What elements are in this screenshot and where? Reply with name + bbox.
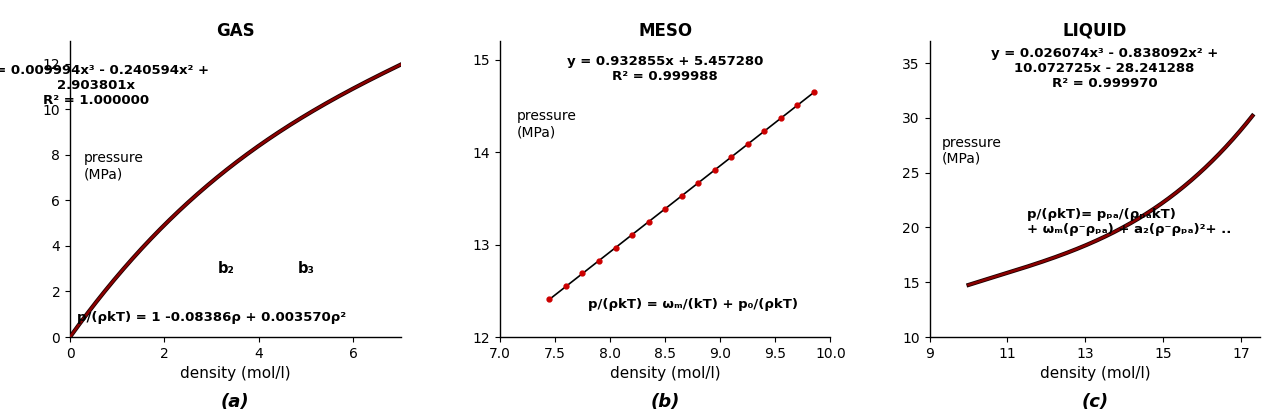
Title: GAS: GAS — [216, 21, 255, 39]
Text: (a): (a) — [222, 393, 250, 411]
Title: MESO: MESO — [638, 21, 693, 39]
X-axis label: density (mol/l): density (mol/l) — [179, 366, 290, 381]
Text: y = 0.932855x + 5.457280
R² = 0.999988: y = 0.932855x + 5.457280 R² = 0.999988 — [566, 55, 764, 83]
Text: b₂: b₂ — [218, 261, 234, 276]
Title: LIQUID: LIQUID — [1063, 21, 1127, 39]
Text: pressure
(MPa): pressure (MPa) — [941, 136, 1001, 166]
Text: p/(ρkT) = 1 -0.08386ρ + 0.003570ρ²: p/(ρkT) = 1 -0.08386ρ + 0.003570ρ² — [78, 311, 346, 324]
Text: y = 0.026074x³ - 0.838092x² +
10.072725x - 28.241288
R² = 0.999970: y = 0.026074x³ - 0.838092x² + 10.072725x… — [992, 46, 1218, 90]
X-axis label: density (mol/l): density (mol/l) — [1040, 366, 1151, 381]
Text: (c): (c) — [1081, 393, 1109, 411]
Text: p/(ρkT) = ωₘ/(kT) + p₀/(ρkT): p/(ρkT) = ωₘ/(kT) + p₀/(ρkT) — [588, 298, 798, 311]
Text: pressure
(MPa): pressure (MPa) — [517, 109, 577, 139]
Text: y = 0.009994x³ - 0.240594x² +
2.903801x
R² = 1.000000: y = 0.009994x³ - 0.240594x² + 2.903801x … — [0, 64, 210, 107]
X-axis label: density (mol/l): density (mol/l) — [610, 366, 721, 381]
Text: b₃: b₃ — [298, 261, 314, 276]
Text: p/(ρkT)= pₚₐ/(ρₚₐkT)
+ ωₘ(ρ⁻ρₚₐ) + a₂(ρ⁻ρₚₐ)²+ ..: p/(ρkT)= pₚₐ/(ρₚₐkT) + ωₘ(ρ⁻ρₚₐ) + a₂(ρ⁻… — [1027, 208, 1231, 236]
Text: (b): (b) — [651, 393, 680, 411]
Text: pressure
(MPa): pressure (MPa) — [84, 151, 144, 181]
